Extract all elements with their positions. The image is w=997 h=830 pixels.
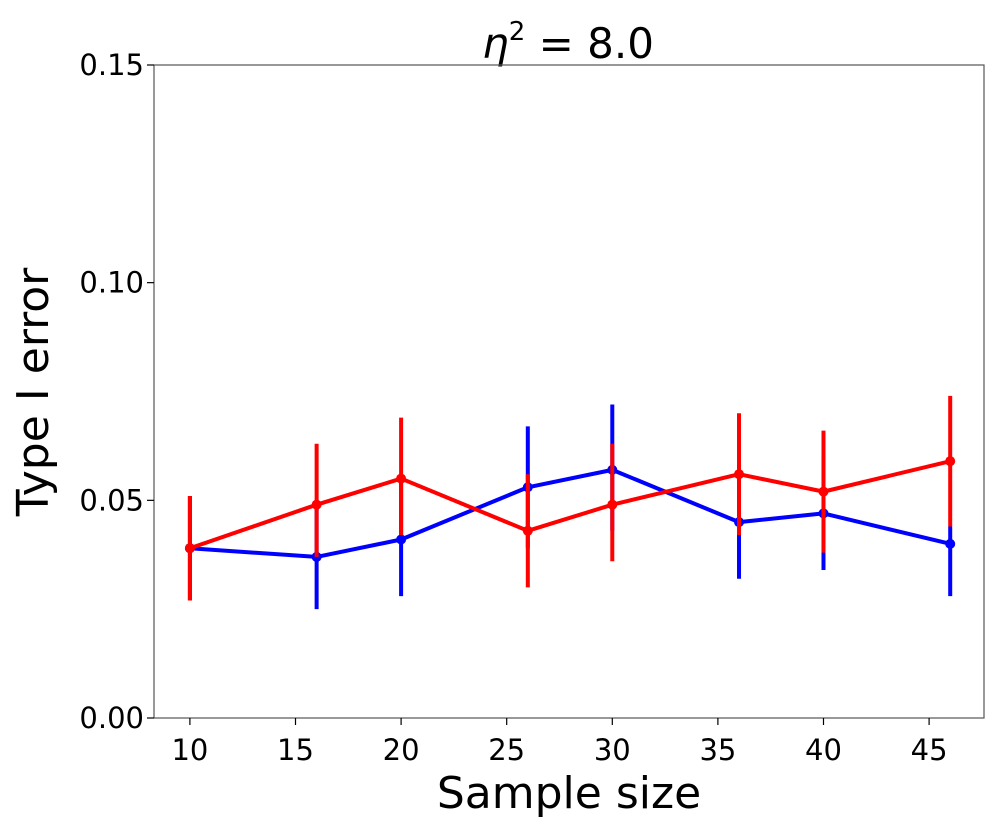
- x-tick-label: 15: [277, 733, 314, 767]
- data-point-red: [311, 499, 322, 510]
- y-tick-label: 0.05: [79, 483, 144, 517]
- x-tick-label: 30: [594, 733, 631, 767]
- x-tick-label: 40: [805, 733, 842, 767]
- axes: 0.00 0.05 0.10 0.15 10 15 20 25 30 35 40 45: [79, 48, 947, 767]
- data-point-red: [818, 486, 829, 497]
- data-point-red: [184, 543, 195, 554]
- data-point-red: [945, 456, 956, 467]
- x-tick-label: 25: [488, 733, 525, 767]
- plot-area: [153, 64, 985, 719]
- x-axis-label: Sample size: [437, 768, 701, 819]
- y-tick-label: 0.15: [79, 48, 144, 82]
- data-point-blue: [396, 534, 407, 545]
- x-tick-label: 35: [699, 733, 736, 767]
- data-point-blue: [945, 538, 956, 549]
- series-red: [184, 395, 956, 601]
- chart-title: η2 = 8.0: [482, 17, 654, 68]
- y-axis-label: Type I error: [8, 267, 59, 517]
- x-tick-label: 20: [383, 733, 420, 767]
- data-point-red: [607, 499, 618, 510]
- series-blue: [184, 404, 956, 610]
- data-point-red: [734, 469, 745, 480]
- series-line-red: [189, 459, 951, 551]
- y-tick-label: 0.00: [79, 701, 144, 735]
- series-layer: [184, 395, 956, 610]
- data-point-red: [522, 525, 533, 536]
- data-point-red: [396, 473, 407, 484]
- chart-title-exponent: 2: [509, 17, 526, 47]
- series-line-blue: [189, 467, 951, 559]
- y-tick-label: 0.10: [79, 266, 144, 300]
- chart-title-symbol: η: [482, 19, 509, 68]
- x-tick-label: 45: [911, 733, 948, 767]
- chart-title-rest: = 8.0: [525, 19, 654, 68]
- x-tick-label: 10: [171, 733, 208, 767]
